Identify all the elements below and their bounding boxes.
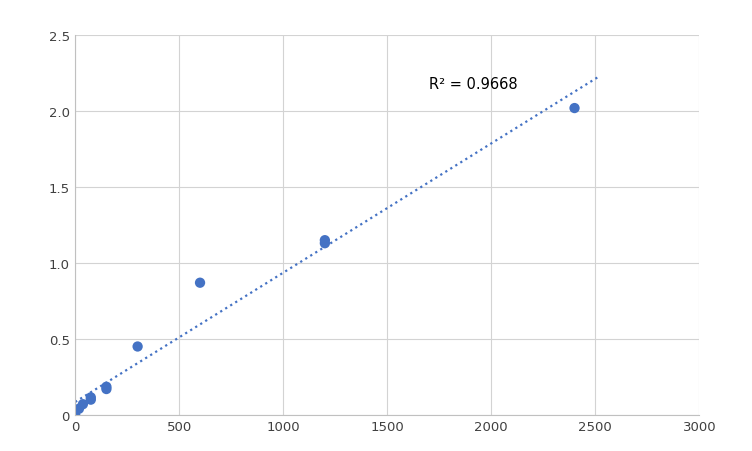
Point xyxy=(132,343,144,350)
Point xyxy=(100,383,113,391)
Point xyxy=(319,240,331,247)
Point xyxy=(69,411,81,419)
Point xyxy=(85,396,97,403)
Point xyxy=(194,280,206,287)
Point xyxy=(319,237,331,244)
Point xyxy=(85,394,97,401)
Point xyxy=(73,405,85,413)
Point xyxy=(77,400,89,408)
Text: R² = 0.9668: R² = 0.9668 xyxy=(429,77,517,92)
Point xyxy=(569,105,581,112)
Point xyxy=(100,386,113,393)
